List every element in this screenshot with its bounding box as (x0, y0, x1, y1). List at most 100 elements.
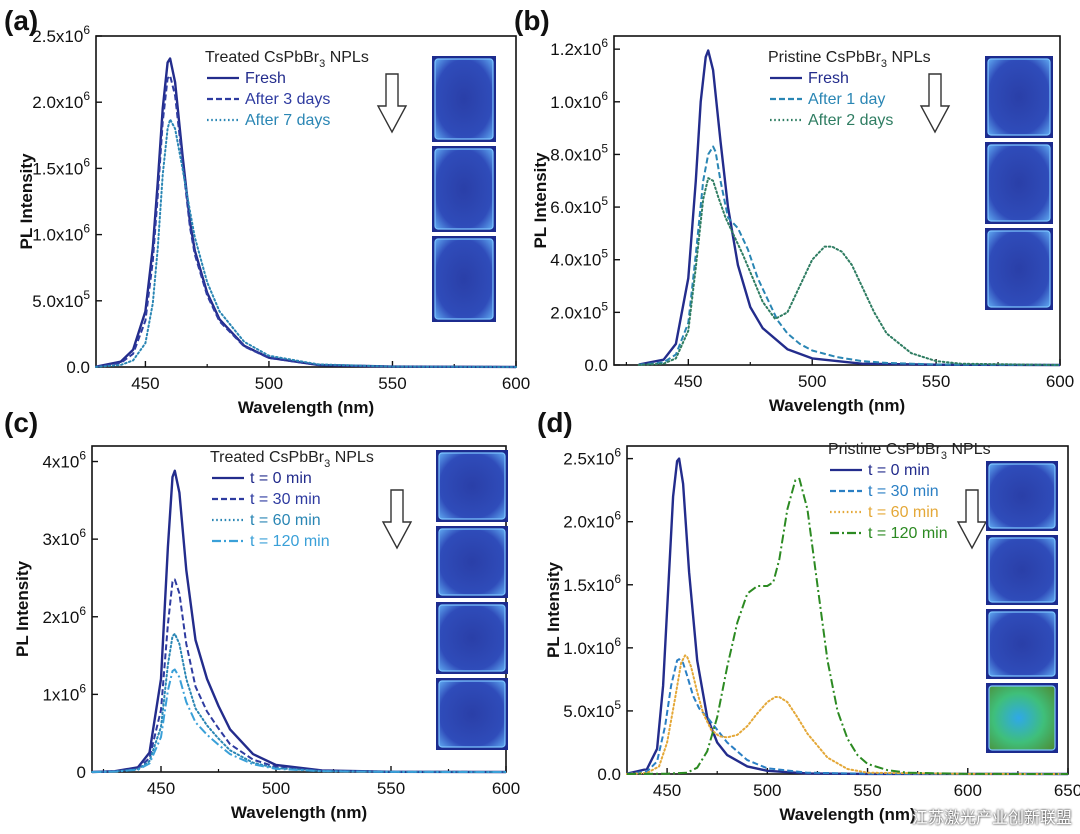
x-tick-label: 600 (954, 781, 982, 800)
series-line-2 (626, 654, 1069, 775)
y-tick-label: 2.0x106 (32, 89, 90, 112)
y-tick-label: 6.0x105 (550, 194, 608, 217)
panel-d: 450 500 550 600 650 0.0 5.0x105 1.0x106 1.5x106 2… (544, 441, 1080, 824)
series-line-1 (91, 578, 507, 773)
y-tick-label: 4x106 (42, 449, 86, 472)
x-tick-label: 450 (147, 779, 175, 798)
y-axis-label: PL Intensity (17, 153, 36, 250)
x-tick-label: 500 (798, 372, 826, 391)
y-tick-label: 0.0 (66, 358, 90, 377)
y-axis-label: PL Intensity (13, 560, 32, 657)
inset-photo (438, 528, 506, 596)
series-line-1 (638, 145, 1061, 366)
inset-photo (987, 144, 1051, 222)
x-tick-label: 550 (377, 779, 405, 798)
legend-label-1: t = 30 min (868, 483, 939, 500)
x-tick-label: 500 (262, 779, 290, 798)
series-line-2 (637, 177, 1061, 366)
legend-title: Pristine CsPbBr3 NPLs (828, 441, 991, 462)
inset-photo (438, 604, 506, 672)
inset-photo (987, 58, 1051, 136)
y-tick-label: 1.0x106 (32, 222, 90, 245)
panel-label-d: (d) (537, 407, 573, 438)
series-line-0 (638, 49, 1061, 367)
y-tick-label: 2.0x106 (563, 509, 621, 532)
y-tick-label: 0.0 (584, 356, 608, 375)
series-line-3 (91, 668, 507, 773)
y-tick-label: 1.5x106 (563, 572, 621, 595)
legend-label-1: After 3 days (245, 91, 330, 108)
y-tick-label: 1.2x106 (550, 36, 608, 59)
x-tick-label: 600 (492, 779, 520, 798)
y-tick-label: 2.5x106 (563, 446, 621, 469)
y-tick-label: 2.0x105 (550, 299, 608, 322)
plot-frame (95, 35, 517, 368)
inset-photo (438, 680, 506, 748)
panel-label-a: (a) (4, 5, 38, 36)
panel-a: 450 500 550 600 0.0 5.0x105 1.0x106 1.5x106 2.0x… (17, 23, 530, 417)
x-axis-label: Wavelength (nm) (238, 398, 374, 417)
series-line-2 (95, 118, 517, 368)
panel-c: 450 500 550 600 0 1x106 2x106 3x106 4x106 Wavelen… (13, 445, 520, 822)
series-line-1 (95, 74, 517, 368)
inset-photo (988, 537, 1056, 603)
inset-photo (434, 58, 494, 140)
y-tick-label: 0.0 (597, 765, 621, 784)
x-tick-label: 450 (653, 781, 681, 800)
legend-label-1: After 1 day (808, 91, 885, 108)
legend-title: Treated CsPbBr3 NPLs (205, 49, 369, 70)
legend-label-0: Fresh (245, 70, 286, 87)
inset-photo (988, 611, 1056, 677)
y-tick-label: 4.0x105 (550, 247, 608, 270)
legend-label-2: After 7 days (245, 112, 330, 129)
y-tick-label: 0 (77, 763, 86, 782)
panel-b: 450 500 550 600 0.0 2.0x105 4.0x105 6.0x105 8.0x… (531, 35, 1074, 415)
x-tick-label: 450 (131, 374, 159, 393)
inset-photo (988, 463, 1056, 529)
legend-label-0: t = 0 min (868, 462, 930, 479)
y-tick-label: 3x106 (42, 526, 86, 549)
y-tick-label: 1.5x106 (32, 155, 90, 178)
plot-frame (613, 35, 1061, 366)
panel-label-b: (b) (514, 5, 550, 36)
y-tick-label: 1.0x106 (550, 89, 608, 112)
inset-photo (434, 148, 494, 230)
y-tick-label: 1.0x106 (563, 635, 621, 658)
x-tick-label: 450 (674, 372, 702, 391)
legend-label-1: t = 30 min (250, 491, 321, 508)
down-arrow-icon (376, 73, 408, 134)
inset-photo (434, 238, 494, 320)
y-tick-label: 5.0x105 (32, 288, 90, 311)
legend-label-2: t = 60 min (250, 512, 321, 529)
x-tick-label: 550 (378, 374, 406, 393)
watermark-text: 江苏激光产业创新联盟 (911, 808, 1072, 827)
inset-photo (438, 452, 506, 520)
down-arrow-icon (381, 489, 413, 550)
y-tick-label: 8.0x105 (550, 141, 608, 164)
series-line-3 (626, 477, 1069, 775)
x-tick-label: 500 (255, 374, 283, 393)
y-tick-label: 2.5x106 (32, 23, 90, 46)
x-axis-label: Wavelength (nm) (769, 396, 905, 415)
x-tick-label: 600 (502, 374, 530, 393)
inset-photo (987, 230, 1051, 308)
legend-title: Pristine CsPbBr3 NPLs (768, 49, 931, 70)
down-arrow-icon (956, 489, 988, 550)
x-tick-label: 650 (1054, 781, 1080, 800)
panel-label-c: (c) (4, 407, 38, 438)
y-axis-label: PL Intensity (544, 561, 563, 658)
series-line-0 (91, 469, 507, 774)
legend-label-2: t = 60 min (868, 504, 939, 521)
x-tick-label: 500 (753, 781, 781, 800)
down-arrow-icon (919, 73, 951, 134)
x-axis-label: Wavelength (nm) (779, 805, 915, 824)
x-tick-label: 550 (853, 781, 881, 800)
x-axis-label: Wavelength (nm) (231, 803, 367, 822)
x-tick-label: 600 (1046, 372, 1074, 391)
legend-label-3: t = 120 min (250, 533, 330, 550)
inset-photo (988, 685, 1056, 751)
y-tick-label: 1x106 (42, 681, 86, 704)
legend-label-2: After 2 days (808, 112, 893, 129)
x-tick-label: 550 (922, 372, 950, 391)
